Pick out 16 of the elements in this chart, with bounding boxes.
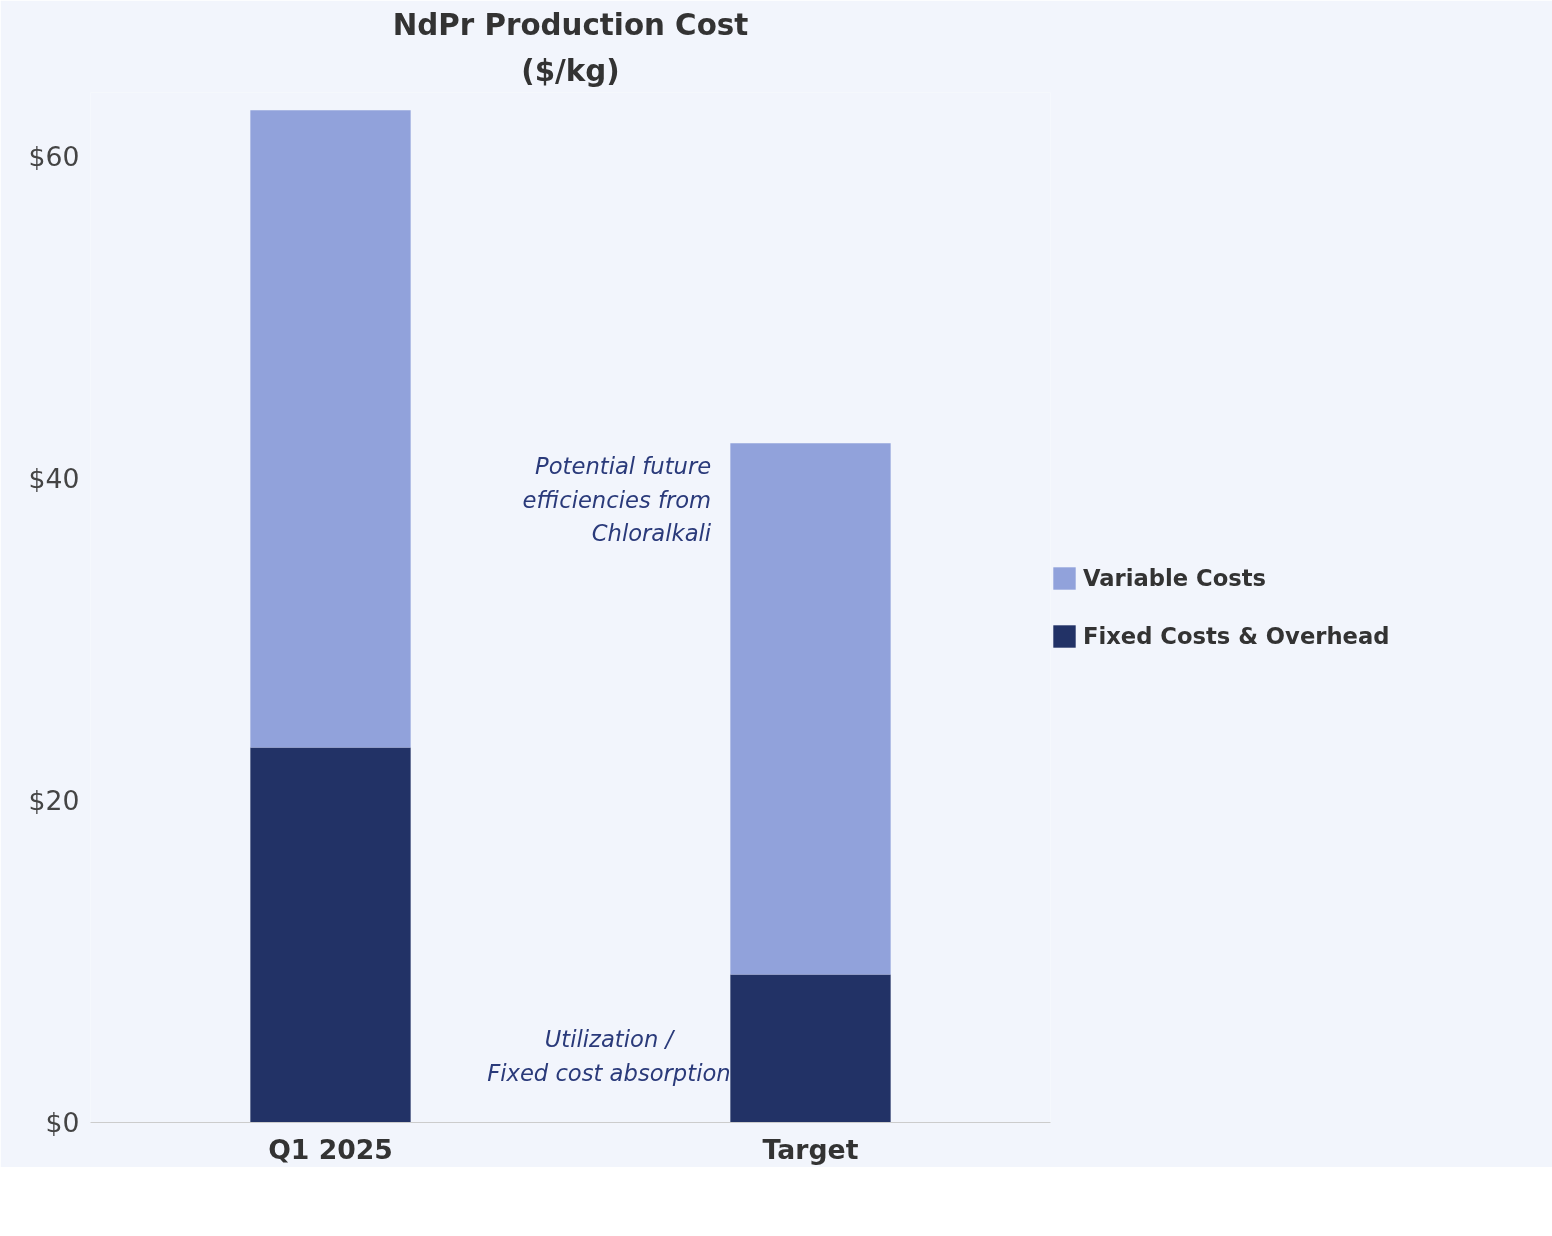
bar: [730, 974, 891, 1123]
bar: [730, 443, 891, 975]
bar: [250, 747, 411, 1123]
annotation: Potential future efficiencies from Chloralkali: [522, 452, 712, 547]
bar: [250, 110, 411, 748]
chart-subtitle: ($/kg): [521, 53, 620, 88]
y-tick-label: $40: [28, 463, 80, 495]
y-tick-label: $0: [45, 1107, 80, 1138]
y-tick-label: $20: [28, 785, 80, 817]
legend-label: Fixed Costs & Overhead: [1083, 623, 1390, 649]
x-tick-label: Q1 2025: [268, 1133, 393, 1165]
y-tick-label: $60: [28, 141, 80, 173]
legend-label: Variable Costs: [1083, 565, 1267, 591]
annotation: Utilization / Fixed cost absorption: [487, 1025, 731, 1086]
chart-title: NdPr Production Cost: [392, 7, 749, 42]
x-tick-label: Target: [762, 1133, 859, 1165]
